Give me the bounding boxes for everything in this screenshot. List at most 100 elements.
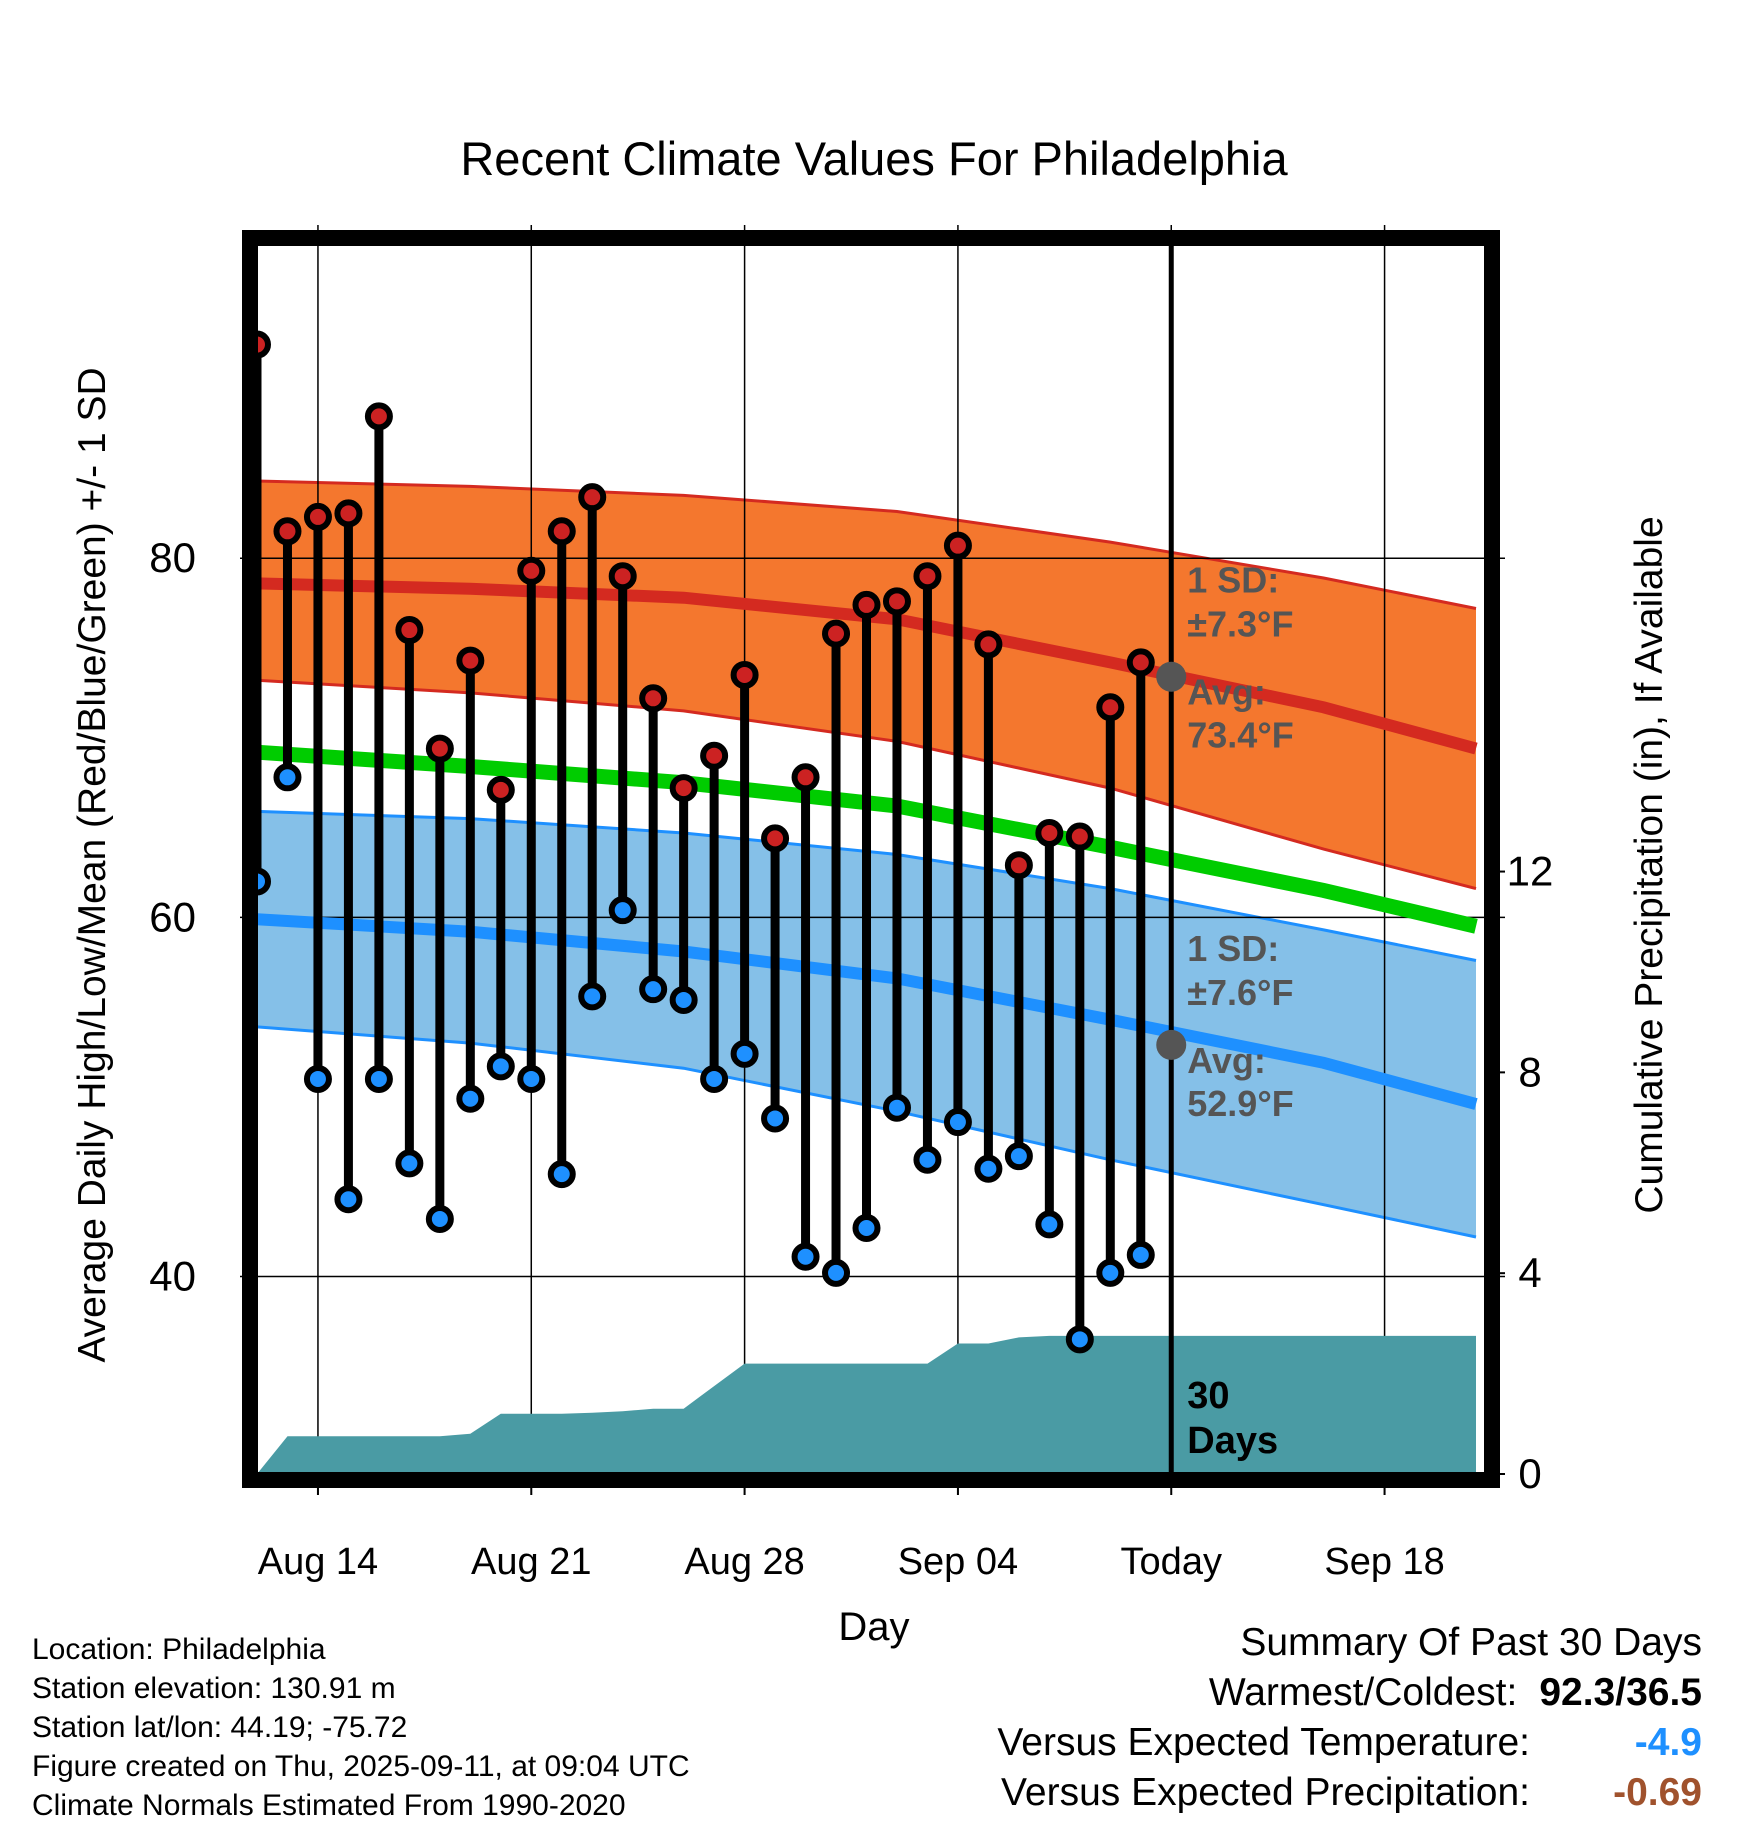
y-tick-label: 40 [149, 1252, 196, 1299]
y2-tick-label: 12 [1507, 848, 1554, 895]
warmest-coldest-label: Warmest/Coldest: [1208, 1671, 1518, 1714]
low-temp-point [303, 1064, 332, 1093]
low-temp-point [761, 1104, 790, 1133]
low-temp-point [791, 1242, 820, 1271]
low-temp-point [273, 763, 302, 792]
high-temp-point [1065, 822, 1094, 851]
high-temp-point [547, 517, 576, 546]
y-tick-label: 60 [149, 893, 196, 940]
high-temp-point [456, 646, 485, 675]
created-text: Figure created on Thu, 2025-09-11, at 09… [32, 1750, 690, 1783]
low-temp-point [547, 1160, 576, 1189]
location-text: Location: Philadelphia [32, 1633, 326, 1666]
low-temp-point [578, 982, 607, 1011]
precip-anomaly-value: -0.69 [1613, 1771, 1702, 1814]
high-temp-point [882, 587, 911, 616]
y-tick-label: 80 [149, 534, 196, 581]
high-temp-point [1035, 818, 1064, 847]
temp-anomaly-row: Versus Expected Temperature: -4.9 [997, 1718, 1702, 1768]
low-temp-point [669, 985, 698, 1014]
high-temp-point [273, 517, 302, 546]
temp-anomaly-value: -4.9 [1634, 1721, 1702, 1764]
low-temp-point [1096, 1258, 1125, 1287]
low-avg-value: 52.9°F [1187, 1083, 1293, 1124]
high-temp-point [791, 763, 820, 792]
x-tick-label: Sep 18 [1324, 1541, 1444, 1583]
high-temp-point [1126, 648, 1155, 677]
low-temp-point [1065, 1325, 1094, 1354]
low-temp-point [425, 1205, 454, 1234]
low-temp-point [943, 1108, 972, 1137]
low-temp-point [913, 1145, 942, 1174]
low-sd-value: ±7.6°F [1187, 972, 1293, 1013]
x-tick-label: Sep 04 [898, 1541, 1018, 1583]
elevation-text: Station elevation: 130.91 m [32, 1672, 396, 1705]
x-axis-label: Day [838, 1605, 909, 1649]
low-temp-point [1126, 1240, 1155, 1269]
normals-text: Climate Normals Estimated From 1990-2020 [32, 1789, 626, 1822]
low-temp-point [486, 1052, 515, 1081]
high-sd-value: ±7.3°F [1187, 604, 1293, 645]
y-axis-label: Average Daily High/Low/Mean (Red/Blue/Gr… [71, 367, 114, 1362]
high-temp-point [913, 562, 942, 591]
high-temp-point [730, 660, 759, 689]
high-temp-point [700, 741, 729, 770]
high-temp-point [517, 556, 546, 585]
low-temp-point [700, 1064, 729, 1093]
high-temp-point [334, 499, 363, 528]
y2-tick-label: 0 [1518, 1450, 1541, 1497]
low-temp-point [364, 1064, 393, 1093]
precip-area [257, 1335, 1476, 1474]
high-temp-point [943, 531, 972, 560]
y2-tick-label: 8 [1518, 1048, 1541, 1095]
chart-title: Recent Climate Values For Philadelphia [460, 132, 1288, 185]
low-temp-point [456, 1084, 485, 1113]
low-temp-point [882, 1093, 911, 1122]
low-temp-point [1004, 1142, 1033, 1171]
plot-frame [242, 230, 1500, 1488]
high-temp-point [364, 402, 393, 431]
latlon-text: Station lat/lon: 44.19; -75.72 [32, 1711, 408, 1744]
summary-panel: Summary Of Past 30 Days Warmest/Coldest:… [997, 1618, 1702, 1818]
high-temp-point [639, 684, 668, 713]
low-temp-point [822, 1258, 851, 1287]
high-temp-point [974, 630, 1003, 659]
low-temp-point [974, 1154, 1003, 1183]
high-temp-point [578, 483, 607, 512]
precip-anomaly-label: Versus Expected Precipitation: [1001, 1771, 1530, 1814]
high-band-upper-edge [256, 479, 1477, 610]
temp-anomaly-label: Versus Expected Temperature: [997, 1721, 1530, 1764]
high-temp-point [669, 774, 698, 803]
high-temp-point [761, 824, 790, 853]
high-avg-label: Avg: [1187, 672, 1266, 713]
high-temp-point [395, 616, 424, 645]
low-temp-point [608, 896, 637, 925]
low-avg-label: Avg: [1187, 1040, 1266, 1081]
low-temp-point [395, 1149, 424, 1178]
low-temp-point [639, 975, 668, 1004]
days-unit: Days [1187, 1420, 1278, 1462]
high-temp-point [303, 502, 332, 531]
y2-axis-label: Cumulative Precipitation (in), If Availa… [1628, 516, 1671, 1213]
x-tick-label: Aug 21 [471, 1541, 591, 1583]
low-temp-point [730, 1039, 759, 1068]
today-low-normal-marker [1156, 1029, 1187, 1060]
high-temp-point [852, 590, 881, 619]
high-avg-value: 73.4°F [1187, 715, 1293, 756]
low-sd-label: 1 SD: [1187, 928, 1279, 969]
low-temp-point [852, 1214, 881, 1242]
x-tick-label: Aug 14 [258, 1541, 378, 1583]
high-temp-point [425, 734, 454, 763]
low-temp-point [1035, 1210, 1064, 1239]
high-temp-point [1004, 851, 1033, 880]
warmest-coldest-row: Warmest/Coldest: 92.3/36.5 [997, 1668, 1702, 1718]
high-temp-point [1096, 693, 1125, 722]
low-temp-point [517, 1064, 546, 1093]
high-sd-label: 1 SD: [1187, 560, 1279, 601]
y2-tick-label: 4 [1518, 1249, 1541, 1296]
high-temp-point [822, 619, 851, 648]
summary-title: Summary Of Past 30 Days [1240, 1621, 1702, 1664]
low-temp-point [334, 1185, 363, 1214]
today-high-normal-marker [1156, 661, 1187, 692]
